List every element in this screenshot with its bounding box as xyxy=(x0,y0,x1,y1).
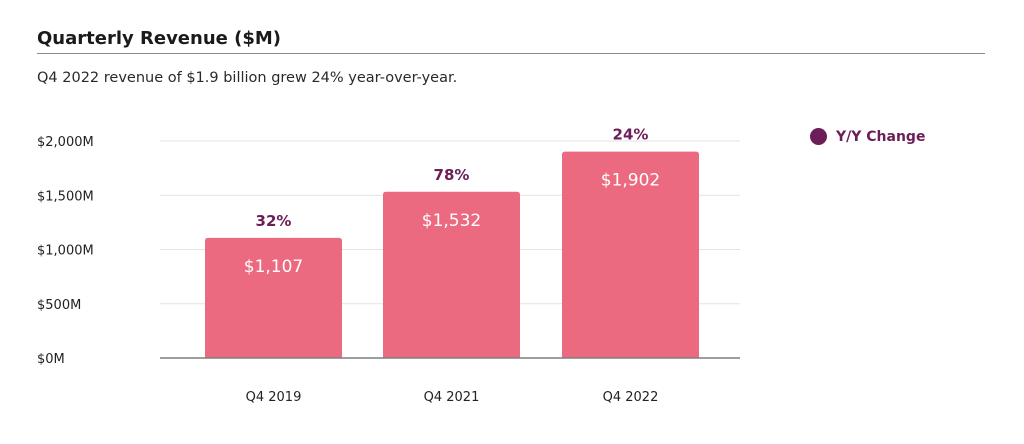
y-tick-label: $500M xyxy=(37,298,81,313)
yy-change-label: 24% xyxy=(613,126,649,144)
x-tick-label: Q4 2019 xyxy=(246,390,302,405)
y-tick-label: $1,000M xyxy=(37,244,94,259)
legend-label-yy-change: Y/Y Change xyxy=(836,128,926,145)
legend: Y/Y Change xyxy=(810,128,925,145)
x-tick-label: Q4 2021 xyxy=(424,390,480,405)
bar xyxy=(205,237,342,358)
bar xyxy=(562,151,699,358)
y-tick-label: $2,000M xyxy=(37,135,94,150)
bar-value-label: $1,107 xyxy=(244,257,303,277)
chart-subtitle: Q4 2022 revenue of $1.9 billion grew 24%… xyxy=(37,70,458,86)
title-divider xyxy=(37,53,985,54)
yy-change-label: 78% xyxy=(434,166,470,184)
bar-value-label: $1,902 xyxy=(601,171,660,191)
yy-change-label: 32% xyxy=(256,212,292,230)
bar xyxy=(383,191,520,358)
x-tick-label: Q4 2022 xyxy=(603,390,659,405)
y-tick-label: $1,500M xyxy=(37,189,94,204)
bar-value-label: $1,532 xyxy=(422,211,481,231)
legend-swatch xyxy=(810,128,827,145)
chart-title: Quarterly Revenue ($M) xyxy=(37,28,282,49)
y-tick-label: $0M xyxy=(37,352,65,367)
